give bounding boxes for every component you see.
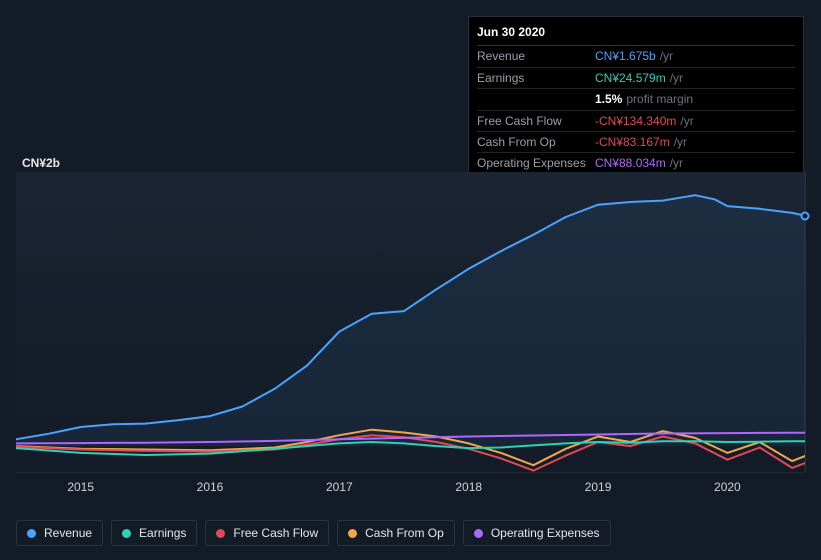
tooltip-row-value: CN¥88.034m/yr <box>595 153 795 174</box>
x-axis-label: 2016 <box>197 480 224 494</box>
tooltip-row: EarningsCN¥24.579m/yr <box>477 67 795 88</box>
plot-area[interactable] <box>16 172 805 472</box>
legend-item[interactable]: Revenue <box>16 520 103 546</box>
x-axis-label: 2019 <box>585 480 612 494</box>
legend-label: Earnings <box>139 526 186 540</box>
legend-label: Cash From Op <box>365 526 444 540</box>
legend-dot-icon <box>122 529 131 538</box>
legend-dot-icon <box>474 529 483 538</box>
legend-item[interactable]: Cash From Op <box>337 520 455 546</box>
hover-indicator-dot <box>801 211 810 220</box>
tooltip-row-value: -CN¥134.340m/yr <box>595 110 795 131</box>
legend-dot-icon <box>348 529 357 538</box>
legend-dot-icon <box>27 529 36 538</box>
tooltip-row-label: Operating Expenses <box>477 153 595 174</box>
gridline-neg <box>16 472 804 473</box>
tooltip-row: Free Cash Flow-CN¥134.340m/yr <box>477 110 795 131</box>
x-axis-label: 2020 <box>714 480 741 494</box>
y-axis-label-max: CN¥2b <box>22 156 60 170</box>
x-axis-label: 2015 <box>67 480 94 494</box>
legend-item[interactable]: Free Cash Flow <box>205 520 329 546</box>
tooltip-row-value: CN¥24.579m/yr <box>595 67 795 88</box>
tooltip-row-value: 1.5%profit margin <box>595 89 795 110</box>
tooltip-row-value: CN¥1.675b/yr <box>595 46 795 67</box>
tooltip-date: Jun 30 2020 <box>477 23 795 45</box>
tooltip-row: RevenueCN¥1.675b/yr <box>477 46 795 67</box>
tooltip-table: RevenueCN¥1.675b/yrEarningsCN¥24.579m/yr… <box>477 45 795 173</box>
legend-item[interactable]: Earnings <box>111 520 197 546</box>
tooltip-row: Operating ExpensesCN¥88.034m/yr <box>477 153 795 174</box>
revenue-area <box>16 195 805 445</box>
legend-label: Revenue <box>44 526 92 540</box>
tooltip-row: 1.5%profit margin <box>477 89 795 110</box>
tooltip-row: Cash From Op-CN¥83.167m/yr <box>477 131 795 152</box>
tooltip-row-value: -CN¥83.167m/yr <box>595 131 795 152</box>
financial-chart: Jun 30 2020 RevenueCN¥1.675b/yrEarningsC… <box>0 0 821 560</box>
tooltip-row-label <box>477 89 595 110</box>
x-axis-label: 2017 <box>326 480 353 494</box>
legend-dot-icon <box>216 529 225 538</box>
x-axis: 2015 2016 2017 2018 2019 2020 <box>16 480 805 498</box>
legend-label: Free Cash Flow <box>233 526 318 540</box>
x-axis-label: 2018 <box>455 480 482 494</box>
legend-label: Operating Expenses <box>491 526 600 540</box>
tooltip-row-label: Cash From Op <box>477 131 595 152</box>
hover-tooltip: Jun 30 2020 RevenueCN¥1.675b/yrEarningsC… <box>468 16 804 177</box>
plot-svg <box>16 172 805 472</box>
tooltip-row-label: Free Cash Flow <box>477 110 595 131</box>
tooltip-row-label: Revenue <box>477 46 595 67</box>
legend-item[interactable]: Operating Expenses <box>463 520 611 546</box>
tooltip-row-label: Earnings <box>477 67 595 88</box>
legend: Revenue Earnings Free Cash Flow Cash From O… <box>16 520 611 546</box>
